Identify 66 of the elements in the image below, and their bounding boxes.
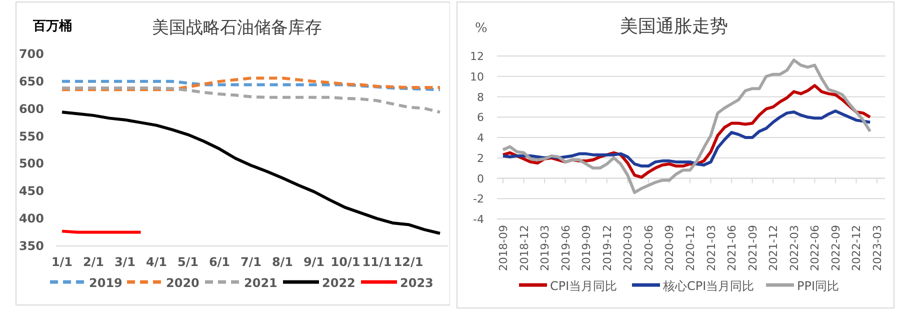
y-tick-label: 550 [18,129,44,144]
legend-label: 核心CPI当月同比 [662,279,754,293]
line-series [502,58,872,194]
chart-title: 美国战略石油储备库存 [152,18,322,38]
legend-label: 2020 [166,276,200,290]
y-tick-label: 12 [470,50,484,63]
x-tick-label: 8/1 [272,255,294,269]
x-tick-label: 2021-09 [746,225,760,271]
x-tick-label: 2021-06 [726,225,739,271]
x-tick-label: 10/1 [330,255,360,269]
line-series [502,110,872,168]
y-tick-label: 350 [18,239,44,253]
x-tick-label: 2018-09 [497,225,510,271]
x-tick-label: 11/1 [362,255,392,269]
x-tick-label: 2021-03 [704,225,718,271]
x-tick-label: 9/1 [303,255,325,269]
y-tick-label: 6 [477,111,484,124]
x-tick-label: 2021-12 [767,225,780,271]
x-tick-label: 12/1 [394,255,424,269]
x-tick-label: 2022-09 [829,225,842,271]
y-tick-label: -4 [473,213,484,226]
y-tick-label: 4 [477,132,484,144]
x-tick-label: 2022-03 [788,225,801,271]
y-tick-label: 8 [477,90,484,104]
x-tick-label: 2018-12 [518,225,531,271]
y-tick-label: 500 [18,156,44,171]
line-series [60,86,442,114]
y-tick-label: 700 [18,47,44,61]
y-axis-title: 百万桶 [32,19,72,34]
legend-label: 2022 [322,276,356,290]
legend-label: 2023 [400,276,434,290]
x-tick-label: 2019-12 [600,225,614,271]
y-tick-label: 600 [18,102,44,116]
x-tick-label: 7/1 [240,255,262,269]
x-tick-label: 2020-03 [622,225,635,271]
x-tick-label: 1/1 [51,255,73,269]
y-tick-label: 2 [477,152,484,165]
x-tick-label: 4/1 [146,255,168,269]
x-tick-label: 2019-09 [580,225,594,271]
y-tick-label: 400 [18,212,44,226]
x-tick-label: 2020-06 [642,225,656,271]
x-tick-label: 5/1 [177,255,199,269]
line-series [60,80,442,92]
y-tick-label: 10 [470,70,484,84]
legend-label: CPI当月同比 [550,279,618,293]
line-series [60,76,442,92]
x-tick-label: 2020-12 [684,225,697,271]
x-tick-label: 2022-12 [850,225,864,271]
x-tick-label: 2020-09 [663,225,676,271]
x-tick-label: 2019-06 [559,225,572,271]
legend-label: 2021 [244,276,278,290]
chart-title: 美国通胀走势 [620,16,728,37]
x-tick-label: 3/1 [114,255,136,269]
legend-label: PPI同比 [797,279,840,293]
y-tick-label: 0 [477,172,484,186]
x-tick-label: 2019-03 [538,225,552,271]
y-tick-label: 450 [18,184,44,198]
x-tick-label: 2/1 [82,255,104,269]
legend-label: 2019 [89,276,122,290]
x-tick-label: 2023-03 [871,225,884,271]
line-series [60,110,442,235]
y-axis-title: % [475,21,488,36]
x-tick-label: 6/1 [208,255,230,269]
y-tick-label: -2 [473,192,484,206]
y-tick-label: 650 [18,74,44,88]
x-tick-label: 2022-06 [808,225,822,271]
